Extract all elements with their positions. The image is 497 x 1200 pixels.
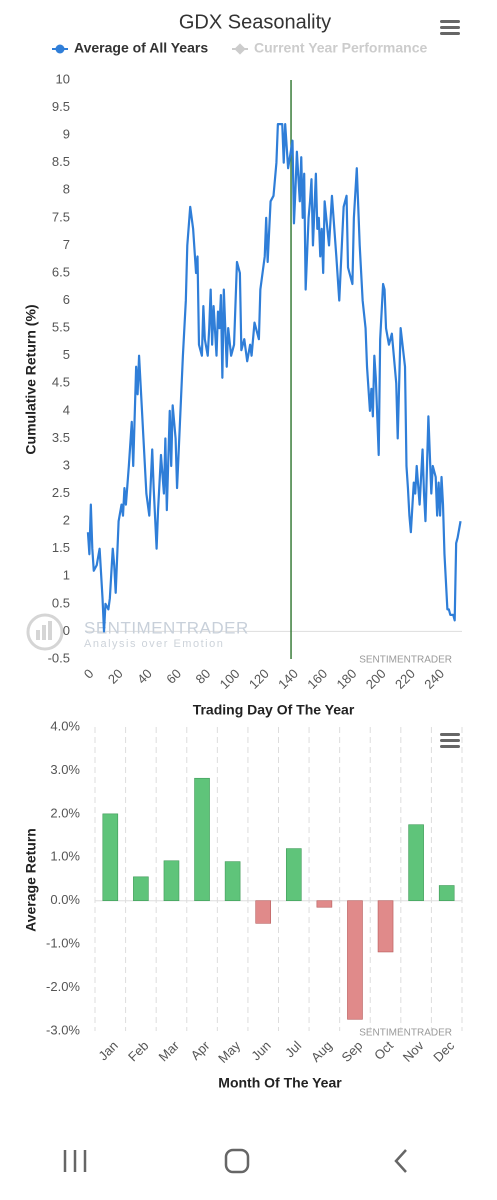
y-tick-label: 10 <box>56 71 70 86</box>
x-tick-label: 100 <box>217 666 243 692</box>
x-tick-label: Jul <box>282 1038 304 1060</box>
y-tick-label: 4.0% <box>50 718 80 733</box>
x-tick-label: 240 <box>421 666 447 692</box>
legend-label: Average of All Years <box>74 40 208 56</box>
x-tick-label: Nov <box>400 1038 427 1065</box>
x-tick-label: Feb <box>125 1038 151 1064</box>
y-tick-label: 1.5 <box>52 540 70 555</box>
bar <box>102 813 119 902</box>
y-tick-label: 1 <box>63 568 70 583</box>
y-tick-label: -0.5 <box>48 650 70 665</box>
nav-bar <box>63 1148 407 1174</box>
series-line <box>86 123 462 633</box>
home-button[interactable] <box>224 1148 250 1174</box>
x-axis-title: Trading Day Of The Year <box>193 702 355 718</box>
bar <box>347 900 363 1020</box>
y-tick-label: 3 <box>63 457 70 472</box>
x-tick-label: 0 <box>81 666 97 682</box>
x-tick-label: 80 <box>193 666 214 687</box>
x-tick-label: Oct <box>371 1038 396 1063</box>
watermark: Analysis over Emotion <box>84 638 224 650</box>
bar <box>377 900 394 953</box>
y-tick-label: -1.0% <box>46 936 80 951</box>
recent-apps-button[interactable] <box>63 1150 87 1172</box>
x-tick-label: Jan <box>95 1038 120 1063</box>
x-tick-label: 180 <box>334 666 360 692</box>
x-tick-label: Mar <box>156 1037 183 1064</box>
watermark: SENTIMENTRADER <box>84 618 249 637</box>
x-tick-label: 60 <box>163 666 184 687</box>
y-tick-label: -3.0% <box>46 1022 80 1037</box>
x-tick-label: 40 <box>134 666 155 687</box>
y-axis-title: Cumulative Return (%) <box>23 304 39 454</box>
x-tick-label: 120 <box>246 666 272 692</box>
y-tick-label: 5 <box>63 347 70 362</box>
y-tick-label: 6 <box>63 292 70 307</box>
watermark-logo <box>26 613 64 651</box>
y-tick-label: 7.5 <box>52 209 70 224</box>
y-tick-label: 8 <box>63 182 70 197</box>
bar <box>408 824 424 902</box>
y-tick-label: 2 <box>63 513 70 528</box>
x-tick-label: 220 <box>392 666 418 692</box>
chart-title: GDX Seasonality <box>179 11 331 33</box>
y-axis-title: Average Return <box>23 828 39 932</box>
y-tick-label: 3.0% <box>50 762 80 777</box>
x-tick-label: 140 <box>275 666 301 692</box>
y-tick-label: 6.5 <box>52 264 70 279</box>
x-tick-label: May <box>215 1038 243 1066</box>
bar <box>163 860 180 902</box>
y-tick-label: 8.5 <box>52 154 70 169</box>
bar <box>438 885 455 902</box>
back-button[interactable] <box>394 1149 407 1173</box>
y-tick-label: 3.5 <box>52 430 70 445</box>
legend-marker <box>234 43 246 55</box>
x-tick-label: Aug <box>308 1038 335 1065</box>
x-tick-label: Dec <box>430 1038 457 1065</box>
bar <box>133 876 149 902</box>
bar <box>224 861 241 902</box>
y-tick-label: 4.5 <box>52 375 70 390</box>
legend-marker <box>55 44 65 54</box>
bar <box>285 848 302 902</box>
y-tick-label: 7 <box>63 237 70 252</box>
x-tick-label: Jun <box>248 1038 273 1063</box>
bar <box>255 900 272 924</box>
y-tick-label: 9.5 <box>52 99 70 114</box>
y-tick-label: 2.0% <box>50 805 80 820</box>
x-tick-label: 20 <box>105 666 126 687</box>
bar <box>316 900 333 908</box>
y-tick-label: 0 <box>63 623 70 638</box>
bar <box>194 777 210 902</box>
menu-button[interactable] <box>440 733 460 748</box>
y-tick-label: 0.5 <box>52 595 70 610</box>
y-tick-label: 2.5 <box>52 485 70 500</box>
y-tick-label: 9 <box>63 127 70 142</box>
x-axis-title: Month Of The Year <box>218 1075 342 1091</box>
x-tick-label: 200 <box>363 666 389 692</box>
y-tick-label: 1.0% <box>50 849 80 864</box>
watermark: SENTIMENTRADER <box>359 1028 452 1039</box>
watermark: SENTIMENTRADER <box>359 655 452 666</box>
y-tick-label: 0.0% <box>50 892 80 907</box>
menu-button[interactable] <box>440 20 460 35</box>
y-tick-label: 4 <box>63 402 70 417</box>
x-tick-label: 160 <box>304 666 330 692</box>
y-tick-label: 5.5 <box>52 320 70 335</box>
x-tick-label: Apr <box>188 1037 213 1062</box>
y-tick-label: -2.0% <box>46 979 80 994</box>
x-tick-label: Sep <box>339 1038 366 1065</box>
legend-label: Current Year Performance <box>254 40 427 56</box>
